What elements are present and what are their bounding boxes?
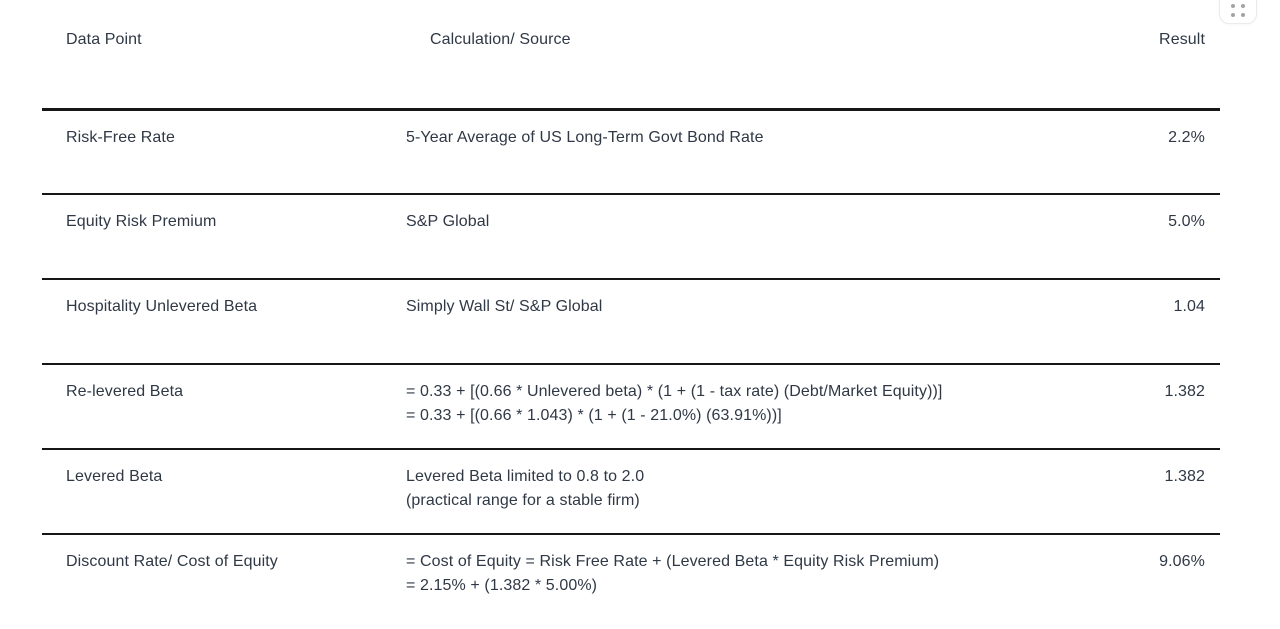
cell-result: 1.382	[980, 364, 1220, 450]
cell-result: 5.0%	[980, 194, 1220, 280]
header-row: Data Point Calculation/ Source Result	[42, 0, 1220, 111]
calculation-table: Data Point Calculation/ Source Result Ri…	[42, 0, 1220, 619]
widget-drag-handle[interactable]	[1219, 0, 1257, 24]
cell-data-point: Equity Risk Premium	[42, 194, 406, 280]
cell-calculation: Levered Beta limited to 0.8 to 2.0 (pract…	[406, 449, 980, 535]
table-row: Risk-Free Rate 5-Year Average of US Long…	[42, 109, 1220, 195]
header-result: Result	[980, 0, 1220, 111]
table-row: Hospitality Unlevered Beta Simply Wall S…	[42, 279, 1220, 365]
calc-line: Levered Beta limited to 0.8 to 2.0	[406, 468, 645, 485]
dot	[1231, 4, 1235, 8]
cell-result: 1.382	[980, 449, 1220, 535]
table-row: Equity Risk Premium S&P Global 5.0%	[42, 194, 1220, 280]
table-row: Levered Beta Levered Beta limited to 0.8…	[42, 449, 1220, 535]
header-data-point: Data Point	[42, 0, 406, 111]
table-row: Discount Rate/ Cost of Equity = Cost of …	[42, 534, 1220, 619]
cell-data-point: Levered Beta	[42, 449, 406, 535]
cell-result: 9.06%	[1159, 553, 1205, 570]
table-header: Data Point Calculation/ Source Result	[42, 0, 1220, 111]
cell-data-point: Hospitality Unlevered Beta	[42, 279, 406, 365]
table-body: Risk-Free Rate 5-Year Average of US Long…	[42, 109, 1220, 619]
cell-result: 1.04	[980, 279, 1220, 365]
calc-line: = 0.33 + [(0.66 * Unlevered beta) * (1 +…	[406, 383, 943, 400]
cell-calculation: = 0.33 + [(0.66 * Unlevered beta) * (1 +…	[406, 364, 980, 450]
cell-calculation: = Cost of Equity = Risk Free Rate + (Lev…	[406, 534, 980, 619]
calc-line: 5-Year Average of US Long-Term Govt Bond…	[406, 128, 764, 146]
calc-line: (practical range for a stable firm)	[406, 492, 640, 509]
cell-calculation: S&P Global	[406, 194, 980, 280]
cell-calculation: 5-Year Average of US Long-Term Govt Bond…	[406, 109, 980, 195]
cell-data-point: Risk-Free Rate	[42, 109, 406, 195]
cell-result: 2.2%	[980, 109, 1220, 195]
cell-data-point: Re-levered Beta	[42, 364, 406, 450]
calc-line: = Cost of Equity = Risk Free Rate + (Lev…	[406, 553, 940, 570]
dot	[1231, 13, 1235, 17]
cell-calculation: Simply Wall St/ S&P Global	[406, 279, 980, 365]
grid-dots-icon	[1231, 4, 1245, 17]
calc-line: Simply Wall St/ S&P Global	[406, 298, 603, 315]
calc-line: = 2.15% + (1.382 * 5.00%)	[406, 577, 598, 594]
dot	[1241, 13, 1245, 17]
calc-line: S&P Global	[406, 213, 490, 230]
dot	[1241, 4, 1245, 8]
table-row: Re-levered Beta = 0.33 + [(0.66 * Unleve…	[42, 364, 1220, 450]
header-calculation: Calculation/ Source	[406, 0, 980, 111]
calc-line: = 0.33 + [(0.66 * 1.043) * (1 + (1 - 21.…	[406, 407, 782, 424]
calculation-table-container: Data Point Calculation/ Source Result Ri…	[42, 0, 1220, 619]
cell-data-point: Discount Rate/ Cost of Equity	[66, 553, 278, 570]
